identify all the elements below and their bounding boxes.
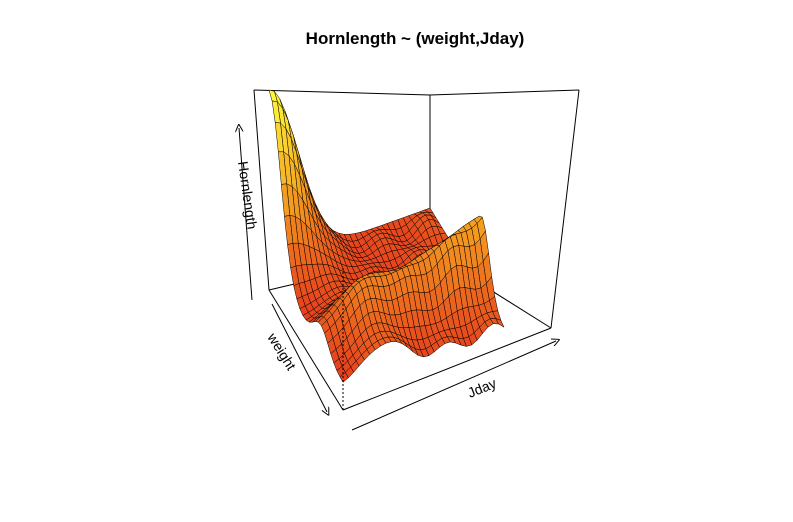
zaxis-label: Hornlength: [235, 160, 260, 230]
box-front-edges: [253, 89, 580, 411]
box-edge: [550, 89, 580, 329]
box-edge: [342, 327, 552, 411]
box-edge: [429, 89, 580, 96]
box-edge: [253, 89, 270, 291]
box-edge: [268, 289, 344, 411]
chart-title: Hornlength ~ (weight,Jday): [305, 29, 525, 48]
yaxis-arrow: [271, 303, 327, 412]
zaxis-arrow: [239, 128, 253, 301]
xaxis-arrow: [351, 341, 556, 431]
axis-arrows: [239, 128, 556, 431]
box-edge: [253, 89, 431, 96]
yaxis-label: weight: [264, 329, 300, 373]
surface-mesh: [268, 89, 505, 383]
